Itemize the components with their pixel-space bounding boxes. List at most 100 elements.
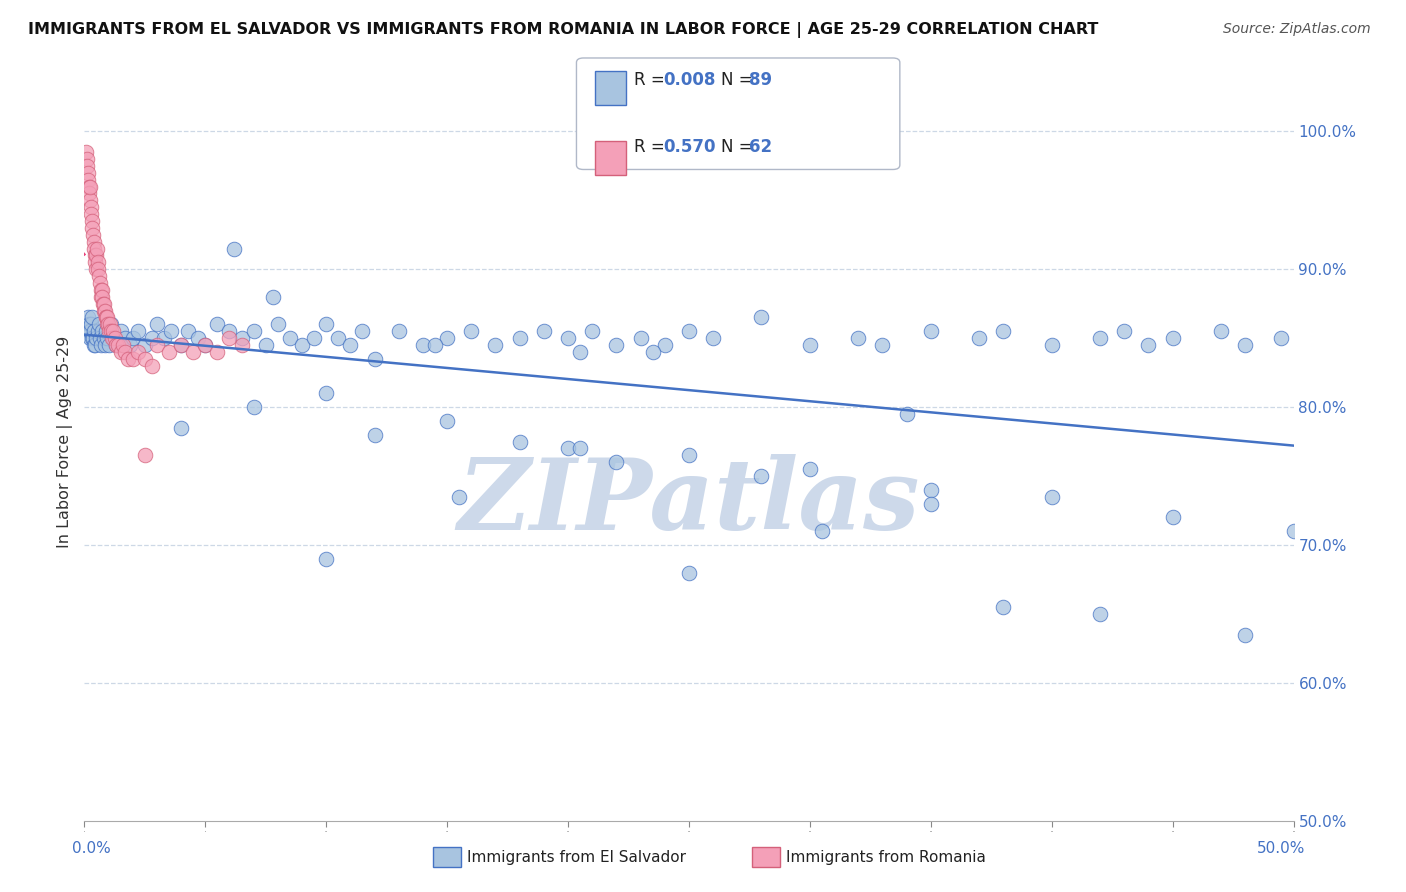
Point xyxy=(83,324,105,338)
Text: 89: 89 xyxy=(749,71,772,89)
Point xyxy=(82,220,104,235)
Point xyxy=(98,318,121,332)
Point xyxy=(207,318,229,332)
Point xyxy=(291,338,314,352)
Point xyxy=(315,386,337,401)
Point xyxy=(96,331,118,345)
Point xyxy=(339,338,361,352)
Point xyxy=(134,448,156,462)
Point xyxy=(127,324,149,338)
Point xyxy=(170,421,193,435)
Point xyxy=(315,551,337,566)
Point xyxy=(460,324,482,338)
Point xyxy=(87,262,110,277)
Point xyxy=(751,469,773,483)
Point xyxy=(170,338,193,352)
Point xyxy=(581,324,603,338)
Point xyxy=(104,338,127,352)
Point xyxy=(91,324,114,338)
Point xyxy=(83,235,105,249)
Point xyxy=(77,186,100,201)
Point xyxy=(412,338,434,352)
Point xyxy=(799,462,821,476)
Point xyxy=(80,207,103,221)
Point xyxy=(84,248,107,262)
Point xyxy=(80,318,103,332)
Point xyxy=(569,442,592,456)
Point xyxy=(1040,490,1063,504)
Point xyxy=(94,303,117,318)
Point xyxy=(76,159,98,173)
Point xyxy=(799,338,821,352)
Point xyxy=(1088,607,1111,621)
Point xyxy=(254,338,277,352)
Point xyxy=(91,296,114,310)
Point xyxy=(630,331,652,345)
Point xyxy=(114,345,136,359)
Point xyxy=(569,345,592,359)
Point xyxy=(423,338,446,352)
Point xyxy=(97,318,120,332)
Point xyxy=(83,338,105,352)
Point xyxy=(1137,338,1160,352)
Point xyxy=(160,324,183,338)
Point xyxy=(80,331,103,345)
Point xyxy=(242,324,264,338)
Point xyxy=(993,599,1015,614)
Point xyxy=(896,407,918,421)
Point xyxy=(89,276,111,290)
Point xyxy=(267,318,290,332)
Point xyxy=(872,338,894,352)
Y-axis label: In Labor Force | Age 25-29: In Labor Force | Age 25-29 xyxy=(58,335,73,548)
Point xyxy=(605,455,627,469)
Point xyxy=(87,318,110,332)
Point xyxy=(242,400,264,414)
Point xyxy=(86,262,108,277)
Point xyxy=(436,414,458,428)
Point xyxy=(104,338,127,352)
Point xyxy=(678,324,700,338)
Point xyxy=(96,318,118,332)
Point xyxy=(436,331,458,345)
Point xyxy=(77,172,100,186)
Point xyxy=(94,310,117,325)
Point xyxy=(82,227,104,242)
Point xyxy=(1161,510,1184,524)
Point xyxy=(97,338,120,352)
Point xyxy=(449,490,471,504)
Point xyxy=(94,310,117,325)
Point xyxy=(1282,524,1305,538)
Point xyxy=(94,324,117,338)
Point xyxy=(97,324,120,338)
Point xyxy=(127,345,149,359)
Point xyxy=(77,318,100,332)
Point xyxy=(100,324,122,338)
Point xyxy=(194,338,217,352)
Point xyxy=(484,338,506,352)
Point xyxy=(80,214,103,228)
Point xyxy=(146,338,169,352)
Point xyxy=(110,324,132,338)
Point xyxy=(846,331,869,345)
Text: 0.570: 0.570 xyxy=(664,138,716,156)
Point xyxy=(262,290,284,304)
Point xyxy=(83,242,105,256)
Point xyxy=(82,331,104,345)
Point xyxy=(678,566,700,580)
Point xyxy=(86,324,108,338)
Point xyxy=(224,242,246,256)
Point xyxy=(110,345,132,359)
Text: Immigrants from El Salvador: Immigrants from El Salvador xyxy=(467,850,686,864)
Point xyxy=(146,318,169,332)
Point xyxy=(79,179,101,194)
Point xyxy=(1234,338,1257,352)
Point xyxy=(91,290,114,304)
Point xyxy=(82,310,104,325)
Point xyxy=(114,331,136,345)
Point xyxy=(101,331,124,345)
Point xyxy=(207,345,229,359)
Point xyxy=(141,331,163,345)
Point xyxy=(86,242,108,256)
Point xyxy=(641,345,664,359)
Point xyxy=(654,338,676,352)
